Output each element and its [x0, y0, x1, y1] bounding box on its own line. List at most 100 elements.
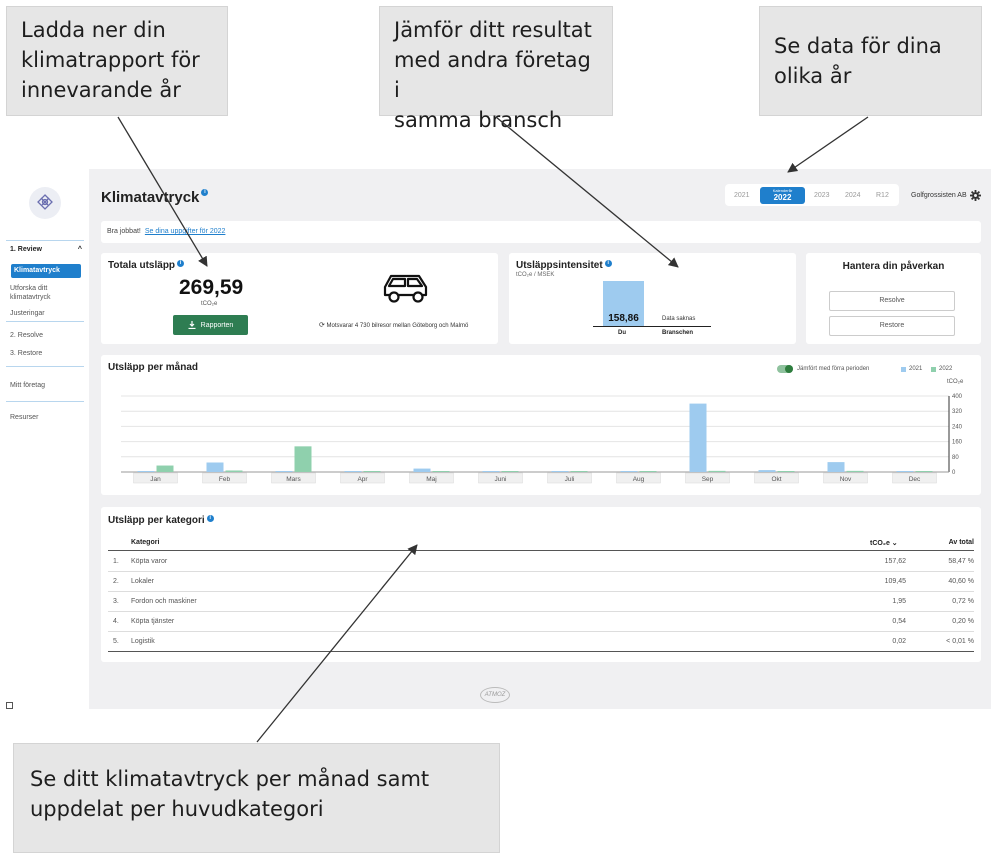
row-index: 2. [113, 578, 119, 585]
row-category: Lokaler [131, 578, 154, 585]
row-value: 109,45 [884, 578, 906, 585]
page-title-text: Klimatavtryck [101, 189, 200, 206]
y-axis-unit: tCO₂e [947, 379, 964, 385]
table-row[interactable]: 5. Logistik 0,02 < 0,01 % [108, 632, 974, 652]
sidebar-section-review[interactable]: 1. Review ^ [10, 246, 82, 253]
row-share: 40,60 % [948, 578, 974, 585]
callout-line: Se ditt klimatavtryck per månad samt [30, 767, 430, 791]
table-row[interactable]: 3. Fordon och maskiner 1,95 0,72 % [108, 592, 974, 612]
x-tick-label: Maj [426, 476, 436, 483]
sidebar-item-adjustments[interactable]: Justeringar [10, 310, 45, 317]
callout-line: olika år [774, 64, 852, 88]
page-title: Klimatavtryck i [101, 189, 209, 206]
sidebar-item-resolve[interactable]: 2. Resolve [10, 332, 44, 339]
bar-2021-okt [758, 470, 776, 472]
bar-2021-juni [482, 471, 500, 472]
bar-2022-maj [432, 471, 450, 472]
row-share: 0,72 % [952, 598, 974, 605]
chevron-up-icon: ^ [77, 246, 82, 253]
banner-link[interactable]: Se dina uppgifter för 2022 [144, 228, 226, 235]
x-tick-label: Dec [909, 476, 921, 483]
x-tick-box [409, 472, 454, 484]
compare-toggle-label: Jämfört med förra perioden [797, 366, 870, 372]
x-tick-label: Juli [565, 476, 575, 483]
bar-2021-dec [896, 471, 914, 472]
bar-2022-nov [846, 470, 864, 472]
arrow-to-years [787, 116, 869, 173]
year-option-2024[interactable]: 2024 [845, 192, 861, 199]
x-tick-label: Nov [840, 476, 852, 483]
impact-card: Hantera din påverkan Resolve Restore [806, 253, 981, 344]
car-equivalent: ⟳ Motsvarar 4 730 bilresor mellan Götebo… [319, 321, 468, 329]
callout-line: innevarande år [21, 78, 181, 102]
car-equivalent-text: Motsvarar 4 730 bilresor mellan Göteborg… [326, 323, 469, 329]
sidebar: 1. Review ^ Klimatavtryck Utforska ditt … [0, 169, 89, 709]
download-report-button[interactable]: Rapporten [173, 315, 248, 335]
x-tick-label: Jan [150, 476, 161, 483]
x-tick-box [271, 472, 316, 484]
footer-logo: ATMOZ [480, 687, 510, 703]
sidebar-item-klimatavtryck[interactable]: Klimatavtryck [11, 264, 81, 278]
legend-label-2021: 2021 [909, 366, 923, 372]
monthly-chart-card: Utsläpp per månad Jämfört med förra peri… [101, 355, 981, 495]
column-header-value-label: tCO₂e [870, 540, 890, 547]
intensity-label-industry: Branschen [662, 330, 694, 336]
y-tick-label: 80 [952, 455, 959, 461]
year-selector: 2021 Kalenderår 2022 2023 2024 R12 [725, 184, 899, 206]
table-row[interactable]: 1. Köpta varor 157,62 58,47 % [108, 552, 974, 572]
app-logo-icon[interactable] [29, 187, 61, 219]
info-icon[interactable]: i [604, 260, 612, 267]
monthly-bar-chart: 0 80 160 240 320 400 Jan Feb Mars Apr Maj Juni Juli A… [121, 394, 963, 484]
x-tick-box [478, 472, 523, 484]
callout-line: med andra företag i [394, 48, 591, 102]
info-icon[interactable]: i [206, 515, 214, 522]
sidebar-divider [6, 366, 84, 367]
gear-icon[interactable] [970, 190, 981, 201]
main-content: Klimatavtryck i 2021 Kalenderår 2022 2023… [89, 169, 991, 709]
table-row[interactable]: 4. Köpta tjänster 0,54 0,20 % [108, 612, 974, 632]
sidebar-divider [6, 240, 84, 241]
row-category: Logistik [131, 638, 155, 645]
table-header: Kategori tCO₂e ⌄ Av total [108, 537, 974, 551]
card-title: Hantera din påverkan [842, 261, 945, 272]
bar-2022-aug [639, 471, 657, 472]
bar-2021-feb [206, 462, 224, 472]
y-tick-label: 400 [952, 394, 963, 400]
sidebar-item-explore[interactable]: Utforska ditt klimatavtryck [10, 284, 50, 302]
sidebar-item-resources[interactable]: Resurser [10, 414, 39, 421]
compare-toggle[interactable] [777, 365, 793, 373]
category-card: Utsläpp per kategori i Kategori tCO₂e ⌄ A… [101, 507, 981, 662]
restore-button[interactable]: Restore [829, 316, 955, 336]
info-icon[interactable]: i [201, 189, 209, 196]
year-option-r12[interactable]: R12 [876, 192, 889, 199]
year-option-2023[interactable]: 2023 [814, 192, 830, 199]
info-icon[interactable]: i [177, 260, 185, 267]
card-title-text: Totala utsläpp [108, 260, 176, 271]
intensity-card: Utsläppsintensitet i tCO₂e / MSEK 158,86 … [509, 253, 796, 344]
bar-2021-mars [275, 471, 293, 472]
table-row[interactable]: 2. Lokaler 109,45 40,60 % [108, 572, 974, 592]
column-header-value[interactable]: tCO₂e ⌄ [870, 539, 898, 547]
sidebar-item-restore[interactable]: 3. Restore [10, 350, 43, 357]
x-tick-label: Sep [702, 476, 714, 483]
callout-download-report: Ladda ner din klimatrapport för innevara… [6, 6, 228, 116]
total-emissions-unit: tCO₂e [201, 301, 218, 307]
x-tick-box [547, 472, 592, 484]
year-option-2021[interactable]: 2021 [734, 192, 750, 199]
year-option-2022-selected[interactable]: Kalenderår 2022 [760, 187, 805, 204]
bar-2022-mars [294, 446, 312, 472]
row-category: Köpta tjänster [131, 618, 175, 625]
row-index: 3. [113, 598, 119, 605]
row-index: 5. [113, 638, 119, 645]
resolve-button[interactable]: Resolve [829, 291, 955, 311]
card-title: Totala utsläpp i [108, 260, 185, 271]
callout-line: Jämför ditt resultat [394, 18, 592, 42]
bar-2022-juni [501, 471, 519, 472]
bar-2022-jan [156, 465, 174, 472]
row-value: 1,95 [892, 598, 906, 605]
row-share: < 0,01 % [946, 638, 974, 645]
bar-2022-apr [363, 471, 381, 472]
collapse-sidebar-icon[interactable] [6, 702, 13, 709]
sidebar-item-my-company[interactable]: Mitt företag [10, 382, 46, 389]
